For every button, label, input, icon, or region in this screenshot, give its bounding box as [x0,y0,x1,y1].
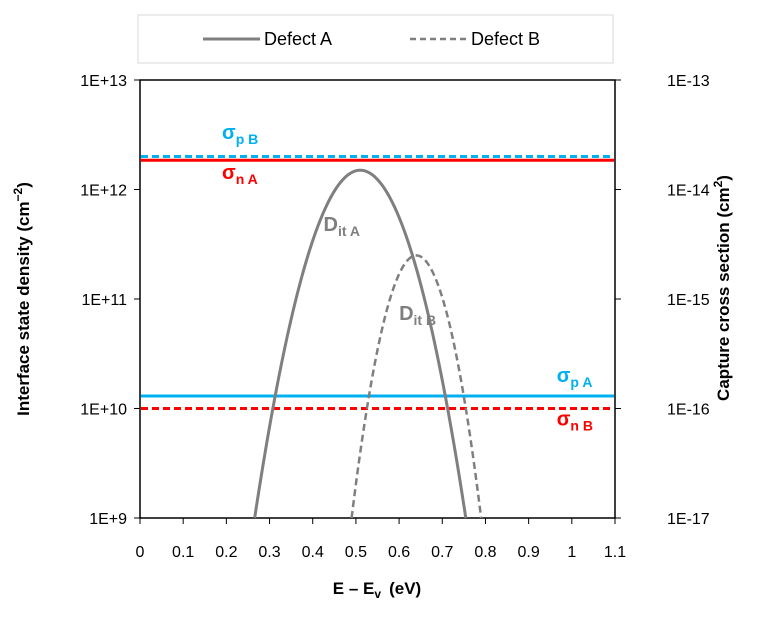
x-tick-label: 1.1 [604,544,626,561]
x-tick-label: 0.9 [518,544,540,561]
x-tick-label: 0.6 [388,544,410,561]
sigma-p-a-label: σp A [557,365,593,390]
y2-tick-label: 1E-15 [667,292,710,309]
legend-label-defect-a: Defect A [264,29,332,49]
x-tick-label: 0.7 [431,544,453,561]
y2-axis-title: Capture cross section (cm2) [711,175,733,401]
x-tick-label: 0.5 [345,544,367,561]
y2-tick-label: 1E-13 [667,73,710,90]
sigma-p-b-label: σp B [222,122,258,147]
series-defect-b-curve [350,254,483,519]
x-tick-label: 1 [567,544,576,561]
sigma-n-a-label: σn A [222,162,258,187]
x-tick-label: 0.1 [172,544,194,561]
x-tick-label: 0.3 [258,544,280,561]
y-tick-label: 1E+11 [81,292,127,309]
legend: Defect A Defect B [137,14,614,64]
annotations: σp B σn A Dit A Dit B σp A σn B [222,122,593,434]
y-tick-label: 1E+10 [80,402,127,419]
x-tick-label: 0.4 [302,544,324,561]
y-tick-label: 1E+9 [89,511,127,528]
cross-section-lines [141,155,614,410]
x-tick-label: 0.2 [215,544,237,561]
y-tick-label: 1E+13 [80,73,127,90]
dit-b-label: Dit B [399,303,436,328]
x-tick-label: 0 [136,544,145,561]
y-tick-label: 1E+12 [80,183,127,200]
sigma-n-b-label: σn B [557,408,593,433]
axis-ticks: 0 0.1 0.2 0.3 0.4 0.5 0.6 0.7 0.8 0.9 1 1.1 1E+9 1E+1… [80,73,710,561]
dit-a-label: Dit A [324,214,361,239]
y2-tick-label: 1E-17 [667,511,710,528]
dit-curves [253,168,483,519]
x-axis-title: E – Ev (eV) [333,579,421,601]
series-defect-a-curve [253,168,468,519]
x-tick-label: 0.8 [474,544,496,561]
legend-label-defect-b: Defect B [471,29,540,49]
y2-tick-label: 1E-16 [667,402,710,419]
y-axis-title: Interface state density (cm−2) [11,182,33,416]
y2-tick-label: 1E-14 [667,183,710,200]
